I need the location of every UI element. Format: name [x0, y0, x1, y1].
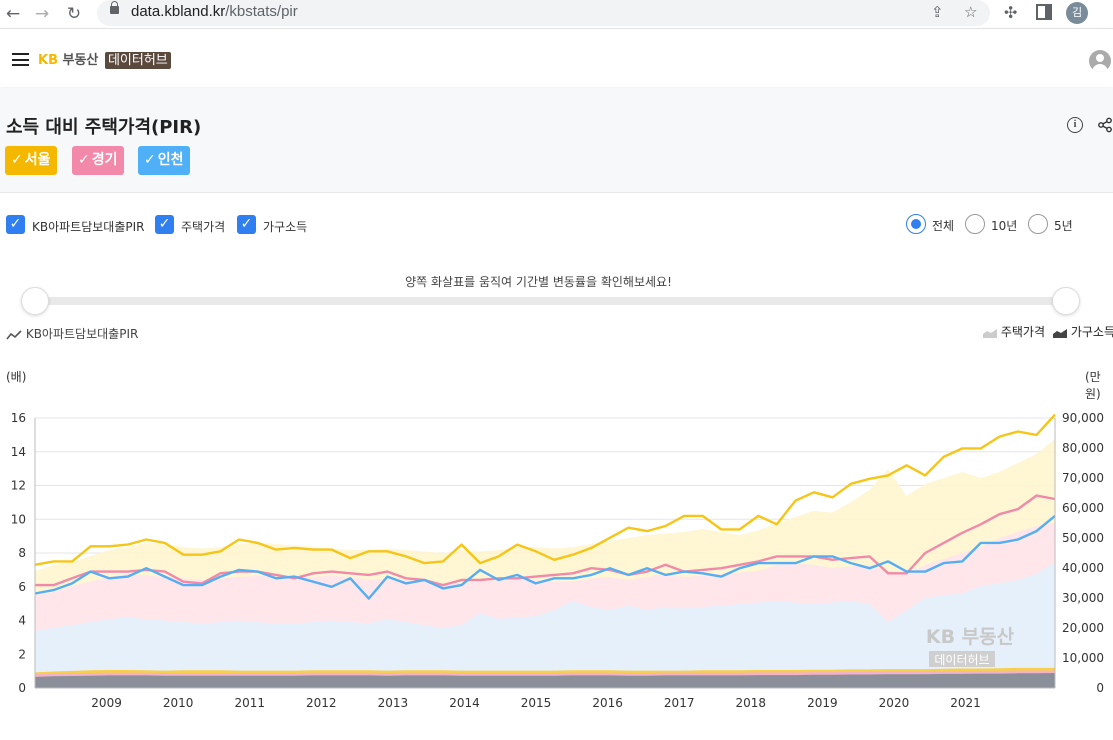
x-tick-label: 2015: [521, 696, 552, 710]
x-tick-label: 2013: [378, 696, 409, 710]
x-tick-label: 2009: [91, 696, 122, 710]
y-left-tick-label: 8: [18, 546, 26, 560]
y-left-tick-label: 0: [18, 681, 26, 695]
checkbox-checked-icon[interactable]: ✓: [237, 215, 256, 234]
check-icon: ✓: [11, 152, 23, 168]
right-axis-unit: (만원): [1085, 370, 1101, 401]
x-tick-label: 2018: [736, 696, 767, 710]
slider-hint: 양쪽 화살표를 움직여 기간별 변동률을 확인해보세요!: [405, 275, 672, 289]
legend-pir[interactable]: KB아파트담보대출PIR: [6, 325, 138, 342]
reload-icon[interactable]: ↻: [66, 4, 82, 24]
checkbox-checked-icon[interactable]: ✓: [155, 215, 174, 234]
x-tick-label: 2021: [950, 696, 981, 710]
hamburger-menu-icon[interactable]: [12, 53, 29, 66]
browser-toolbar: ← → ↻ data.kbland.kr/kbstats/pir ⇪ ☆ ✣ 김: [0, 0, 1113, 29]
pir-line-경기: [35, 494, 1056, 587]
x-tick-label: 2011: [234, 696, 265, 710]
y-right-tick-label: 80,000: [1062, 441, 1104, 455]
region-button-seoul[interactable]: ✓ 서울: [5, 146, 57, 175]
legend-household-income[interactable]: 가구소득: [1053, 323, 1113, 340]
region-button-gyeonggi[interactable]: ✓ 경기: [72, 146, 124, 175]
area-chart-light-icon: [983, 328, 997, 338]
profile-avatar[interactable]: 김: [1066, 2, 1088, 24]
x-tick-label: 2020: [879, 696, 910, 710]
forward-arrow-icon[interactable]: →: [34, 4, 50, 24]
watermark-badge: [929, 651, 995, 667]
back-arrow-icon[interactable]: ←: [5, 4, 21, 24]
check-icon: ✓: [144, 152, 156, 168]
y-left-tick-label: 12: [11, 479, 26, 493]
house-price-area-경기: [35, 523, 1055, 688]
y-left-tick-label: 2: [18, 647, 26, 661]
income-area-경기: [35, 670, 1055, 688]
url-text: data.kbland.kr/kbstats/pir: [131, 3, 298, 20]
left-axis-unit: (배): [6, 370, 27, 384]
y-left-tick-label: 10: [11, 512, 26, 526]
income-area-인천: [35, 673, 1055, 688]
range-slider-track[interactable]: [34, 297, 1066, 305]
y-right-tick-label: 50,000: [1062, 531, 1104, 545]
y-right-tick-label: 40,000: [1062, 561, 1104, 575]
share-page-icon[interactable]: ⇪: [931, 3, 944, 21]
x-tick-label: 2016: [592, 696, 623, 710]
check-icon: ✓: [78, 152, 90, 168]
x-tick-label: 2014: [449, 696, 480, 710]
pir-line-인천: [34, 514, 1056, 600]
line-chart-icon: [6, 329, 22, 339]
house-price-area-인천: [35, 562, 1055, 688]
address-bar[interactable]: data.kbland.kr/kbstats/pir ⇪ ☆: [97, 0, 990, 26]
x-tick-label: 2019: [807, 696, 838, 710]
house-price-area-서울: [35, 439, 1055, 688]
y-left-tick-label: 16: [11, 411, 26, 425]
kb-logo[interactable]: KB 부동산 데이터허브: [38, 49, 171, 69]
watermark-subtext: 데이터허브: [934, 653, 989, 667]
y-left-tick-label: 14: [11, 445, 26, 459]
page-title: 소득 대비 주택가격(PIR): [6, 117, 202, 138]
y-right-tick-label: 90,000: [1062, 411, 1104, 425]
y-right-tick-label: 10,000: [1062, 651, 1104, 665]
x-tick-label: 2012: [306, 696, 337, 710]
app-header: KB 부동산 데이터허브: [0, 29, 1113, 87]
lock-icon: [110, 1, 119, 14]
region-button-incheon[interactable]: ✓ 인천: [138, 146, 190, 175]
bookmark-star-icon[interactable]: ☆: [964, 3, 978, 21]
checkbox-checked-icon[interactable]: ✓: [6, 215, 25, 234]
extensions-icon[interactable]: ✣: [1004, 3, 1018, 22]
y-right-tick-label: 60,000: [1062, 501, 1104, 515]
range-slider-end-handle[interactable]: [1052, 287, 1080, 315]
y-left-tick-label: 4: [18, 614, 26, 628]
y-right-tick-label: 70,000: [1062, 471, 1104, 485]
title-section: 소득 대비 주택가격(PIR) i ✓ 서울 ✓ 경기 ✓ 인천: [0, 88, 1113, 193]
range-slider-start-handle[interactable]: [21, 287, 49, 315]
y-right-tick-label: 30,000: [1062, 591, 1104, 605]
legend-house-price[interactable]: 주택가격: [983, 323, 1045, 340]
user-avatar-icon[interactable]: [1089, 50, 1111, 72]
side-panel-icon[interactable]: [1036, 4, 1052, 20]
info-icon[interactable]: i: [1067, 117, 1083, 133]
income-area-서울: [35, 667, 1055, 688]
y-left-tick-label: 6: [18, 580, 26, 594]
share-icon[interactable]: [1097, 117, 1113, 133]
x-tick-label: 2017: [664, 696, 695, 710]
pir-line-서울: [34, 413, 1056, 566]
watermark-text: KB 부동산: [926, 626, 1015, 648]
x-tick-label: 2010: [163, 696, 194, 710]
y-right-tick-label: 0: [1096, 681, 1104, 695]
area-chart-dark-icon: [1053, 328, 1067, 338]
y-right-tick-label: 20,000: [1062, 621, 1104, 635]
